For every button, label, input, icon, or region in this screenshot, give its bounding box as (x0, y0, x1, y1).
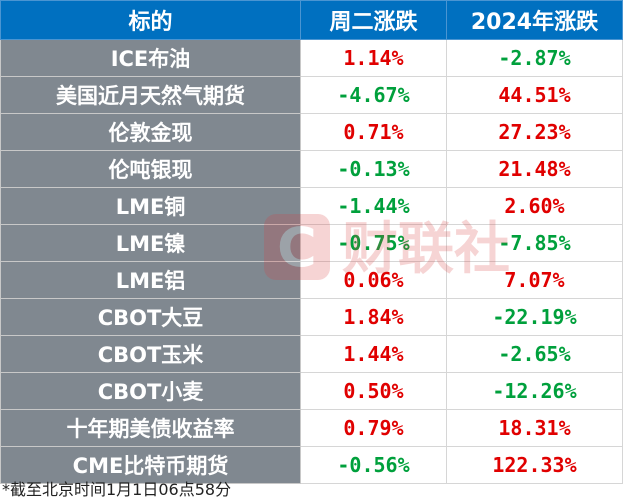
table-row: 伦敦金现 0.71% 27.23% (0, 113, 623, 151)
tuesday-change-value: 1.14% (300, 39, 447, 77)
tuesday-change-value: 0.71% (300, 113, 447, 151)
tuesday-change-value: -4.67% (300, 76, 447, 114)
header-tuesday-change: 周二涨跌 (300, 0, 447, 40)
tuesday-change-value: -0.56% (300, 446, 447, 484)
table-row: CBOT大豆 1.84% -22.19% (0, 298, 623, 336)
instrument-name: LME镍 (0, 224, 301, 262)
table-row: 十年期美债收益率 0.79% 18.31% (0, 409, 623, 447)
tuesday-change-value: 1.44% (300, 335, 447, 373)
ytd-change-value: 44.51% (446, 76, 623, 114)
tuesday-change-value: 0.50% (300, 372, 447, 410)
ytd-change-value: 122.33% (446, 446, 623, 484)
table-row: CME比特币期货 -0.56% 122.33% (0, 446, 623, 484)
instrument-name: LME铜 (0, 187, 301, 225)
table-row: 伦吨银现 -0.13% 21.48% (0, 150, 623, 188)
tuesday-change-value: -1.44% (300, 187, 447, 225)
instrument-name: ICE布油 (0, 39, 301, 77)
ytd-change-value: -7.85% (446, 224, 623, 262)
instrument-name: 伦敦金现 (0, 113, 301, 151)
ytd-change-value: -22.19% (446, 298, 623, 336)
tuesday-change-value: -0.75% (300, 224, 447, 262)
instrument-name: 十年期美债收益率 (0, 409, 301, 447)
ytd-change-value: -2.65% (446, 335, 623, 373)
table-row: CBOT玉米 1.44% -2.65% (0, 335, 623, 373)
table-body: ICE布油 1.14% -2.87% 美国近月天然气期货 -4.67% 44.51% 伦敦金… (0, 39, 623, 484)
table-row: LME镍 -0.75% -7.85% (0, 224, 623, 262)
ytd-change-value: -12.26% (446, 372, 623, 410)
instrument-name: LME铝 (0, 261, 301, 299)
header-name: 标的 (0, 0, 301, 40)
table-row: LME铝 0.06% 7.07% (0, 261, 623, 299)
market-change-table: 标的 周二涨跌 2024年涨跌 ICE布油 1.14% -2.87% 美国近月天然气期… (0, 0, 623, 484)
tuesday-change-value: 0.79% (300, 409, 447, 447)
ytd-change-value: -2.87% (446, 39, 623, 77)
table-row: ICE布油 1.14% -2.87% (0, 39, 623, 77)
instrument-name: CME比特币期货 (0, 446, 301, 484)
ytd-change-value: 27.23% (446, 113, 623, 151)
table-row: 美国近月天然气期货 -4.67% 44.51% (0, 76, 623, 114)
tuesday-change-value: 0.06% (300, 261, 447, 299)
ytd-change-value: 7.07% (446, 261, 623, 299)
data-time-footnote: *截至北京时间1月1日06点58分 (2, 480, 232, 499)
ytd-change-value: 21.48% (446, 150, 623, 188)
table-row: LME铜 -1.44% 2.60% (0, 187, 623, 225)
instrument-name: CBOT玉米 (0, 335, 301, 373)
instrument-name: CBOT小麦 (0, 372, 301, 410)
instrument-name: CBOT大豆 (0, 298, 301, 336)
tuesday-change-value: 1.84% (300, 298, 447, 336)
tuesday-change-value: -0.13% (300, 150, 447, 188)
table-row: CBOT小麦 0.50% -12.26% (0, 372, 623, 410)
table-header-row: 标的 周二涨跌 2024年涨跌 (0, 0, 623, 40)
instrument-name: 伦吨银现 (0, 150, 301, 188)
ytd-change-value: 18.31% (446, 409, 623, 447)
instrument-name: 美国近月天然气期货 (0, 76, 301, 114)
header-ytd-change: 2024年涨跌 (446, 0, 623, 40)
ytd-change-value: 2.60% (446, 187, 623, 225)
